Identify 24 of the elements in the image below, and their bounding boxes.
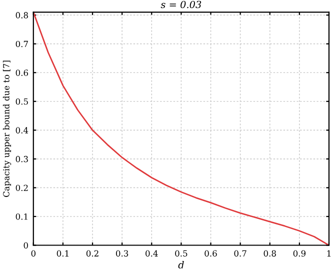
x-tick-label: 0.6 xyxy=(204,250,217,257)
y-tick-label: 0.4 xyxy=(16,127,28,134)
x-tick-label: 0.1 xyxy=(56,250,68,257)
y-tick-label: 0.7 xyxy=(16,40,28,48)
y-axis-title: Capacity upper bound due to [7] xyxy=(2,60,12,197)
x-tick-label: 0.3 xyxy=(116,250,128,257)
y-tick-label: 0.8 xyxy=(16,12,28,18)
x-tick-label: 0.4 xyxy=(146,250,158,257)
x-tick-label: 0.5 xyxy=(175,250,188,257)
line-series xyxy=(33,12,329,246)
x-tick-label: 0 xyxy=(31,250,36,257)
x-tick-label: 0.7 xyxy=(234,250,246,257)
y-tick-label: 0.6 xyxy=(16,70,28,76)
x-tick-label: 0.2 xyxy=(86,250,98,257)
x-tick-label: 0.8 xyxy=(264,250,276,257)
y-tick-label: 0.2 xyxy=(16,184,28,191)
y-tick-label: 0.1 xyxy=(16,213,28,220)
chart-title: s = 0.03 xyxy=(160,0,202,8)
y-tick-label: 0.3 xyxy=(16,156,28,162)
y-tick-label: 0.5 xyxy=(16,98,28,105)
x-tick-label: 0.9 xyxy=(293,250,306,257)
y-tick-label: 0 xyxy=(24,242,28,249)
x-tick-label: 1 xyxy=(327,250,330,256)
x-axis-title: d xyxy=(178,260,184,268)
